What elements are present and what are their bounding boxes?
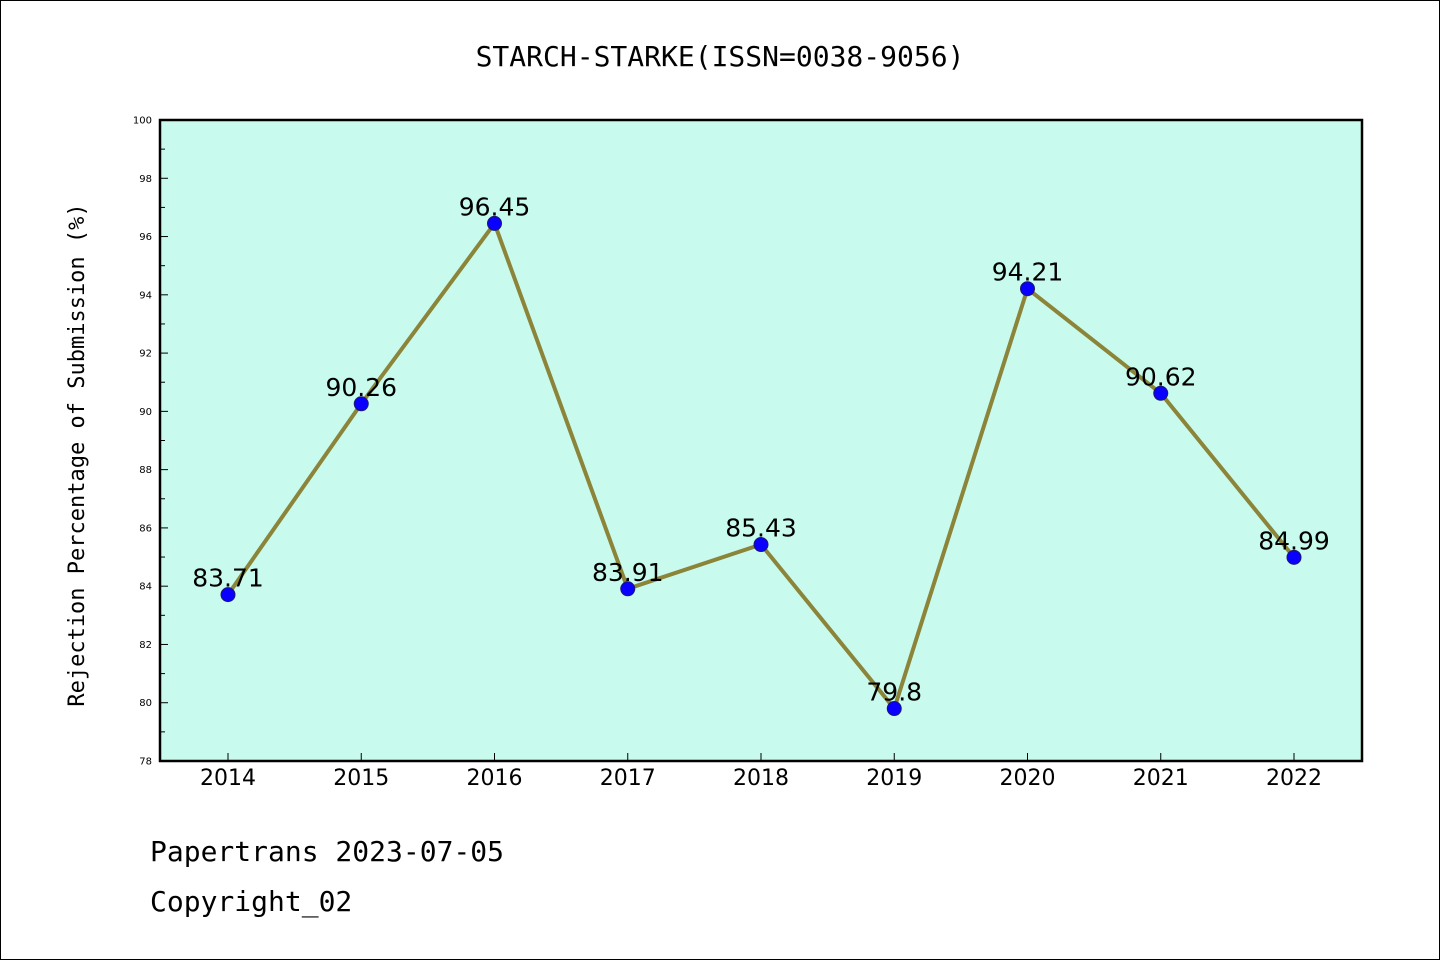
footer-copyright: Copyright_02: [150, 885, 353, 918]
x-axis: 2014 2015 2016 2017 2018 2019 2020 2021 2022: [200, 753, 1322, 791]
y-tick-label: 98: [139, 174, 152, 185]
data-point: [1153, 385, 1169, 401]
y-axis-label: Rejection Percentage of Submission (%): [65, 203, 90, 706]
y-tick-label: 86: [139, 523, 152, 534]
x-tick-label: 2021: [1133, 766, 1189, 791]
x-tick-label: 2022: [1266, 766, 1322, 791]
y-tick-label: 88: [139, 465, 152, 476]
y-tick-label: 92: [139, 349, 152, 360]
x-tick-label: 2019: [866, 766, 922, 791]
y-tick-label: 96: [139, 232, 152, 243]
x-tick-label: 2017: [600, 766, 656, 791]
data-point: [1286, 549, 1302, 565]
data-label: 90.26: [325, 373, 397, 402]
data-point: [1020, 281, 1035, 297]
x-tick-label: 2020: [1000, 766, 1056, 791]
data-label: 90.62: [1125, 362, 1197, 391]
plot-area: [158, 118, 1364, 763]
data-label: 84.99: [1258, 526, 1330, 555]
y-tick-label: 78: [139, 757, 152, 768]
data-point: [220, 587, 236, 603]
data-label: 79.8: [866, 678, 922, 707]
x-tick-label: 2014: [200, 766, 256, 791]
y-tick-label: 84: [139, 582, 152, 593]
y-tick-label: 82: [139, 640, 152, 651]
x-tick-label: 2015: [333, 766, 389, 791]
data-label: 83.91: [592, 558, 664, 587]
data-label: 85.43: [725, 514, 797, 543]
series-group: [220, 215, 1302, 717]
data-point: [886, 701, 902, 717]
data-label: 94.21: [992, 258, 1064, 287]
data-label: 83.71: [192, 564, 264, 593]
data-labels: 83.71 90.26 96.45 83.91 85.43 79.8 94.21 90.62 8…: [192, 192, 1330, 706]
y-tick-label: 94: [139, 290, 152, 301]
y-axis: 78 80 82 84 86 88 90 92 94 96 98 100: [133, 116, 168, 768]
footer-date: Papertrans 2023-07-05: [150, 835, 505, 868]
data-point: [753, 537, 769, 553]
data-point: [487, 215, 502, 231]
data-point: [620, 581, 636, 597]
y-tick-label: 90: [139, 407, 152, 418]
y-tick-label: 100: [133, 116, 152, 127]
y-tick-label: 80: [139, 698, 152, 709]
x-tick-label: 2018: [733, 766, 789, 791]
x-tick-label: 2016: [467, 766, 523, 791]
chart-title: STARCH-STARKE(ISSN=0038-9056): [476, 40, 965, 73]
data-label: 96.45: [459, 192, 531, 221]
data-point: [353, 396, 369, 412]
